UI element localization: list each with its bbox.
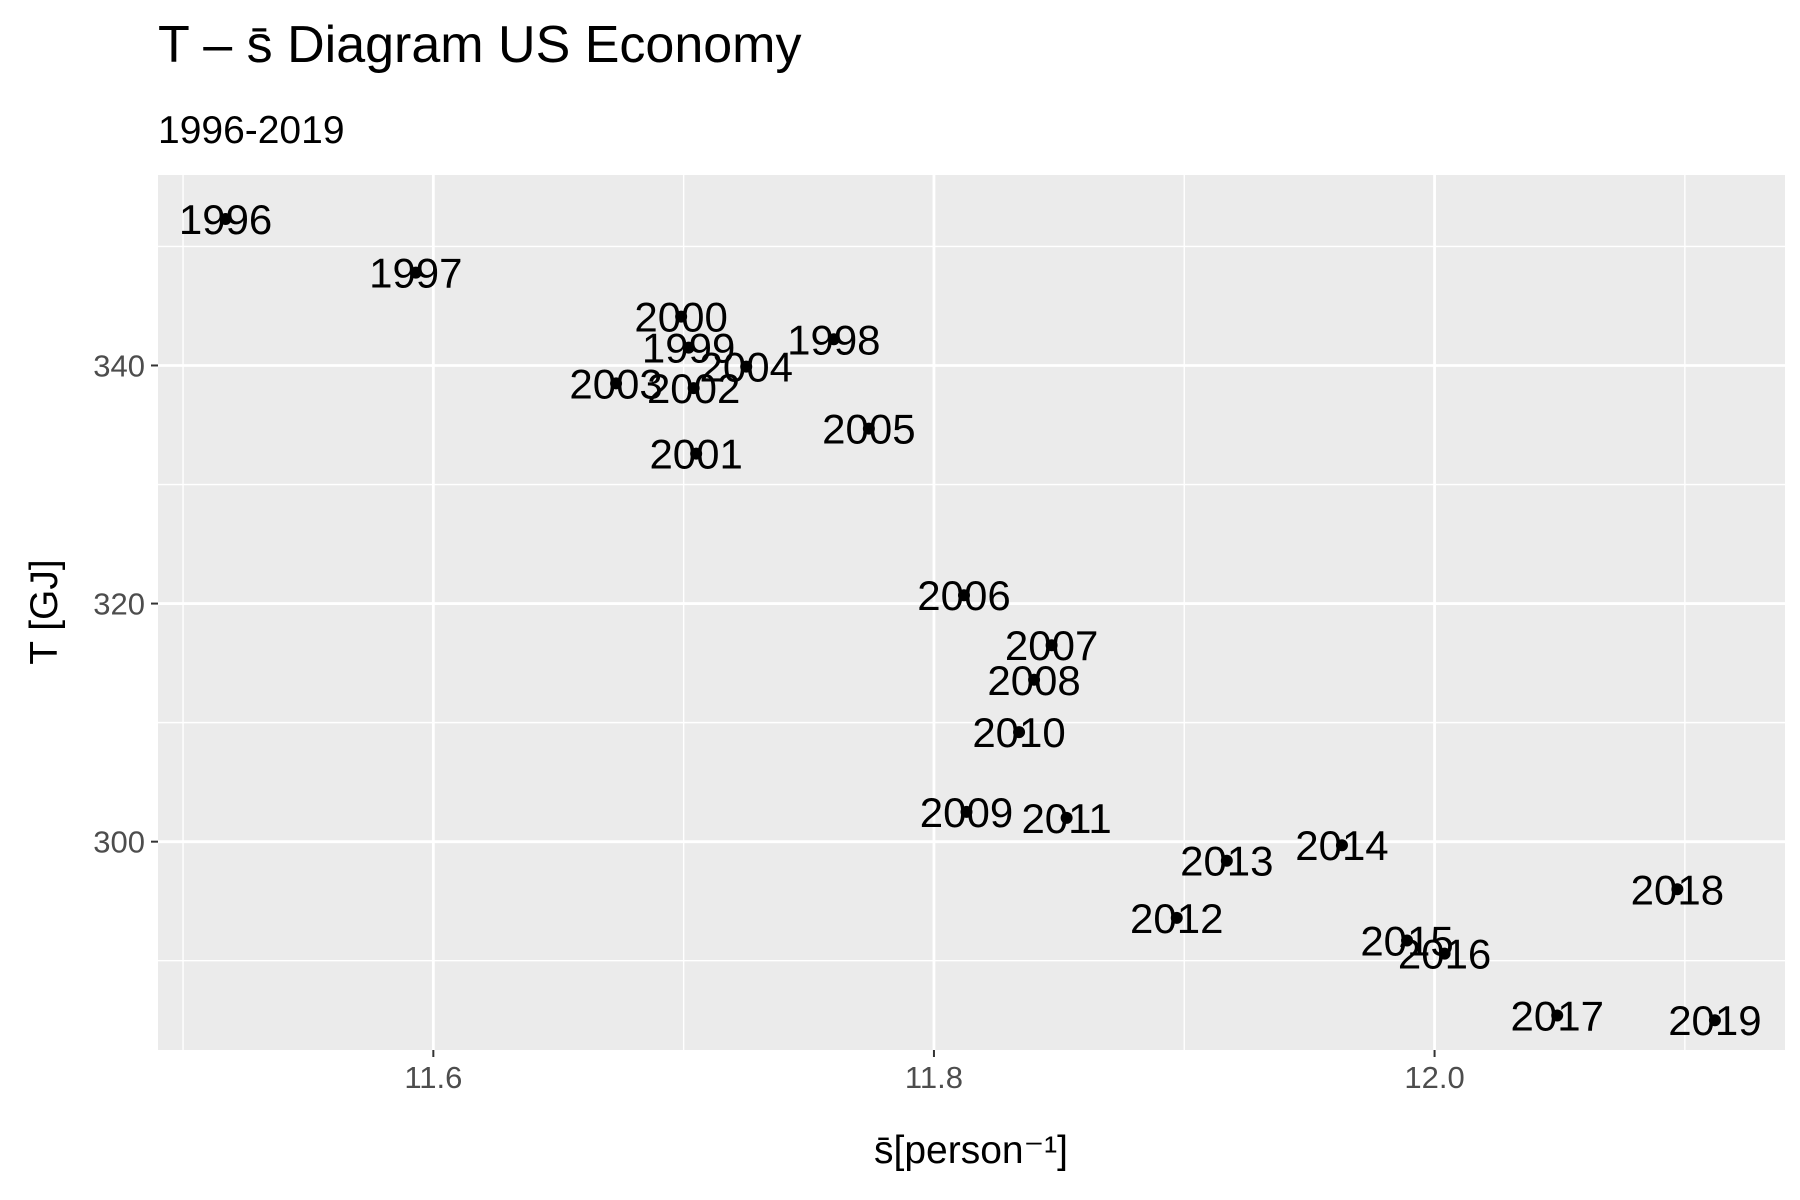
x-tick-label: 11.6: [404, 1060, 462, 1095]
data-point-label: 2010: [972, 709, 1065, 756]
data-point: [675, 310, 688, 323]
x-axis-title: s̄[person⁻¹]: [874, 1129, 1068, 1172]
data-point-label: 2007: [1005, 622, 1098, 669]
data-points: [219, 213, 1721, 1027]
data-point-label: 2001: [649, 431, 742, 478]
data-point: [610, 377, 623, 390]
data-point: [740, 360, 753, 373]
data-point: [1045, 639, 1058, 652]
grid-minor: [158, 175, 1785, 1050]
data-point-label: 2004: [700, 344, 793, 391]
data-point: [1708, 1014, 1721, 1027]
data-point: [1335, 839, 1348, 852]
data-point: [1013, 726, 1026, 739]
data-point: [862, 422, 875, 435]
data-point-label: 1998: [787, 316, 880, 363]
data-point-label: 2002: [647, 365, 740, 412]
data-point: [960, 805, 973, 818]
data-point-label: 2012: [1130, 895, 1223, 942]
x-tick-label: 11.8: [905, 1060, 963, 1095]
data-point-label: 1997: [369, 250, 462, 297]
plot-panel: [158, 175, 1785, 1050]
data-point: [1551, 1009, 1564, 1022]
data-point: [957, 589, 970, 602]
data-point: [1220, 854, 1233, 867]
data-point-label: 2005: [822, 406, 915, 453]
chart-title: T – s̄ Diagram US Economy: [158, 16, 801, 74]
data-point: [219, 213, 232, 226]
y-axis-title: T [GJ]: [23, 559, 66, 664]
data-point-label: 2016: [1398, 931, 1491, 978]
data-point-label: 2008: [987, 657, 1080, 704]
data-point: [1170, 911, 1183, 924]
chart-subtitle: 1996-2019: [158, 109, 345, 152]
data-point-label: 1999: [642, 325, 735, 372]
y-tick-label: 340: [93, 348, 145, 383]
data-point-label: 2013: [1180, 838, 1273, 885]
data-point-label: 1996: [179, 196, 272, 243]
data-point-label: 2011: [1021, 795, 1111, 842]
data-point-label: 2000: [634, 294, 727, 341]
data-point-label: 2014: [1295, 822, 1388, 869]
data-point: [690, 447, 703, 460]
data-point-label: 2019: [1668, 997, 1761, 1044]
x-axis: 11.6 11.8 12.0: [404, 1050, 1465, 1095]
data-point: [682, 341, 695, 354]
data-point-label: 2017: [1511, 992, 1604, 1039]
data-point-label: 2018: [1631, 866, 1724, 913]
data-point: [409, 266, 422, 279]
y-axis: 300 320 340: [93, 348, 158, 860]
x-tick-label: 12.0: [1404, 1060, 1464, 1095]
data-point-label: 2006: [917, 572, 1010, 619]
data-point-label: 2015: [1360, 917, 1453, 964]
data-point-label: 2003: [569, 360, 662, 407]
data-point: [1401, 934, 1414, 947]
data-point: [1438, 947, 1451, 960]
data-point: [1028, 673, 1041, 686]
y-tick-label: 300: [93, 825, 145, 860]
data-point-label: 2009: [920, 789, 1013, 836]
grid-major: [158, 175, 1785, 1050]
data-point: [687, 382, 700, 395]
y-tick-label: 320: [93, 587, 145, 622]
data-point: [1060, 811, 1073, 824]
data-point: [827, 333, 840, 346]
data-point: [1671, 883, 1684, 896]
